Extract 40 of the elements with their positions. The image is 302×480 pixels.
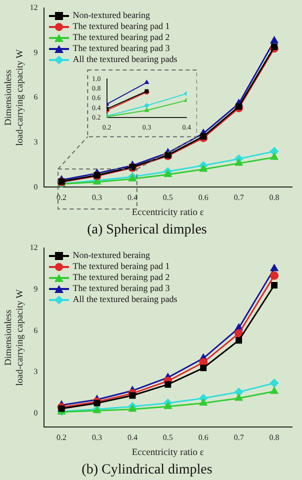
x-tick-label: 0.5	[162, 193, 173, 202]
x-tick-label: 0.8	[269, 193, 280, 202]
y-tick-label: 9	[34, 284, 38, 294]
legend-label: Non-textured beraing	[72, 250, 150, 261]
legend-label: Non-textured bearing	[72, 10, 150, 21]
y-tick-label: 9	[34, 48, 38, 57]
y-tick-label: 12	[30, 3, 38, 12]
y-tick-label: 3	[34, 137, 38, 146]
y-tick-label: 0	[34, 408, 38, 418]
y-tick-label: 12	[30, 243, 38, 252]
x-tick-label: 0.7	[234, 433, 244, 442]
y-tick-label: 6	[34, 92, 38, 102]
y-axis-title: Dimensionless load-carrying capacity W	[4, 49, 26, 146]
legend-label: All the textured beraing pads	[72, 294, 178, 305]
legend-label: The textured bearing pad 3	[72, 43, 170, 54]
x-tick-label: 0.4	[127, 193, 138, 202]
x-tick-label: 0.6	[198, 193, 208, 202]
y-tick-label: 0	[34, 182, 38, 192]
x-tick-label: 0.8	[269, 433, 280, 442]
legend-label: All the textured bearing pads	[72, 54, 178, 65]
x-tick-label: 0.3	[92, 433, 102, 442]
x-tick-label: 0.4	[127, 433, 138, 442]
x-tick-label: 0.6	[198, 433, 208, 442]
x-tick-label: 0.2	[56, 193, 67, 202]
legend-label: The textured bearing pad 1	[72, 21, 170, 32]
x-tick-label: 0.5	[162, 433, 173, 442]
legend-label: The textured beraing pad 3	[72, 283, 170, 294]
legend-label: The textured bearing pad 2	[72, 32, 170, 43]
x-tick-label: 0.3	[92, 193, 102, 202]
x-axis-title: Eccentricity ratio ε	[132, 208, 204, 218]
y-tick-label: 3	[34, 367, 38, 376]
x-axis-title: Eccentricity ratio ε	[132, 448, 204, 458]
x-tick-label: 0.7	[234, 193, 244, 202]
text: (a) Spherical dimples	[87, 222, 207, 238]
legend-label: The textured beraing pad 2	[72, 272, 170, 283]
legend-label: The textured beraing pad 1	[72, 261, 170, 272]
text: (b) Cylindrical dimples	[82, 462, 212, 478]
y-axis-title: Dimensionless load-carrying capacity W	[4, 289, 26, 386]
x-tick-label: 0.2	[56, 433, 67, 442]
y-tick-label: 6	[34, 326, 38, 335]
